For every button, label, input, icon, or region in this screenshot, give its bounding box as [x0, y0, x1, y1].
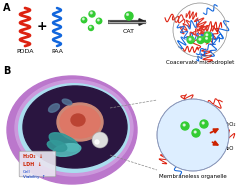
Ellipse shape	[7, 76, 137, 184]
Circle shape	[183, 124, 185, 126]
Circle shape	[202, 122, 204, 124]
Circle shape	[81, 17, 87, 23]
Circle shape	[200, 120, 208, 128]
Circle shape	[92, 132, 108, 148]
Text: LDH  ↓: LDH ↓	[23, 162, 42, 167]
Circle shape	[90, 26, 91, 28]
Circle shape	[127, 14, 128, 15]
Ellipse shape	[49, 104, 60, 112]
Ellipse shape	[47, 140, 67, 151]
Ellipse shape	[49, 133, 79, 151]
Circle shape	[82, 18, 84, 20]
Circle shape	[89, 11, 95, 17]
Circle shape	[194, 131, 196, 133]
Ellipse shape	[23, 86, 127, 168]
Circle shape	[187, 36, 194, 43]
Text: CAT: CAT	[123, 29, 135, 34]
Text: Cell
Viability  ↑: Cell Viability ↑	[23, 170, 45, 179]
Circle shape	[181, 122, 189, 130]
Text: PDDA: PDDA	[16, 49, 34, 54]
Circle shape	[98, 19, 99, 21]
Circle shape	[204, 36, 211, 43]
Circle shape	[173, 3, 227, 57]
Circle shape	[157, 99, 229, 171]
Circle shape	[89, 26, 93, 30]
Circle shape	[204, 32, 211, 39]
Text: +: +	[37, 19, 47, 33]
Circle shape	[90, 12, 92, 14]
Text: H₂O₂: H₂O₂	[224, 122, 237, 128]
Text: PAA: PAA	[51, 49, 63, 54]
Circle shape	[96, 18, 102, 24]
Text: H₂O₂  ↓: H₂O₂ ↓	[23, 154, 43, 159]
Text: Coacervate microdroplet: Coacervate microdroplet	[166, 60, 234, 65]
Ellipse shape	[60, 106, 100, 138]
Circle shape	[197, 36, 204, 43]
Text: H₂O: H₂O	[224, 146, 234, 152]
Ellipse shape	[71, 114, 85, 126]
Circle shape	[206, 38, 207, 39]
Text: A: A	[3, 3, 10, 13]
Text: Membraneless organelle: Membraneless organelle	[159, 174, 227, 179]
Ellipse shape	[15, 80, 133, 176]
Circle shape	[189, 38, 191, 40]
Ellipse shape	[57, 103, 103, 141]
Circle shape	[206, 34, 208, 36]
Circle shape	[199, 39, 201, 40]
Circle shape	[125, 12, 133, 20]
FancyBboxPatch shape	[19, 151, 56, 177]
Circle shape	[173, 3, 211, 41]
Ellipse shape	[53, 144, 81, 156]
Ellipse shape	[62, 99, 72, 105]
Circle shape	[95, 140, 99, 144]
Ellipse shape	[18, 83, 130, 173]
Circle shape	[192, 129, 200, 137]
Text: B: B	[3, 66, 10, 76]
